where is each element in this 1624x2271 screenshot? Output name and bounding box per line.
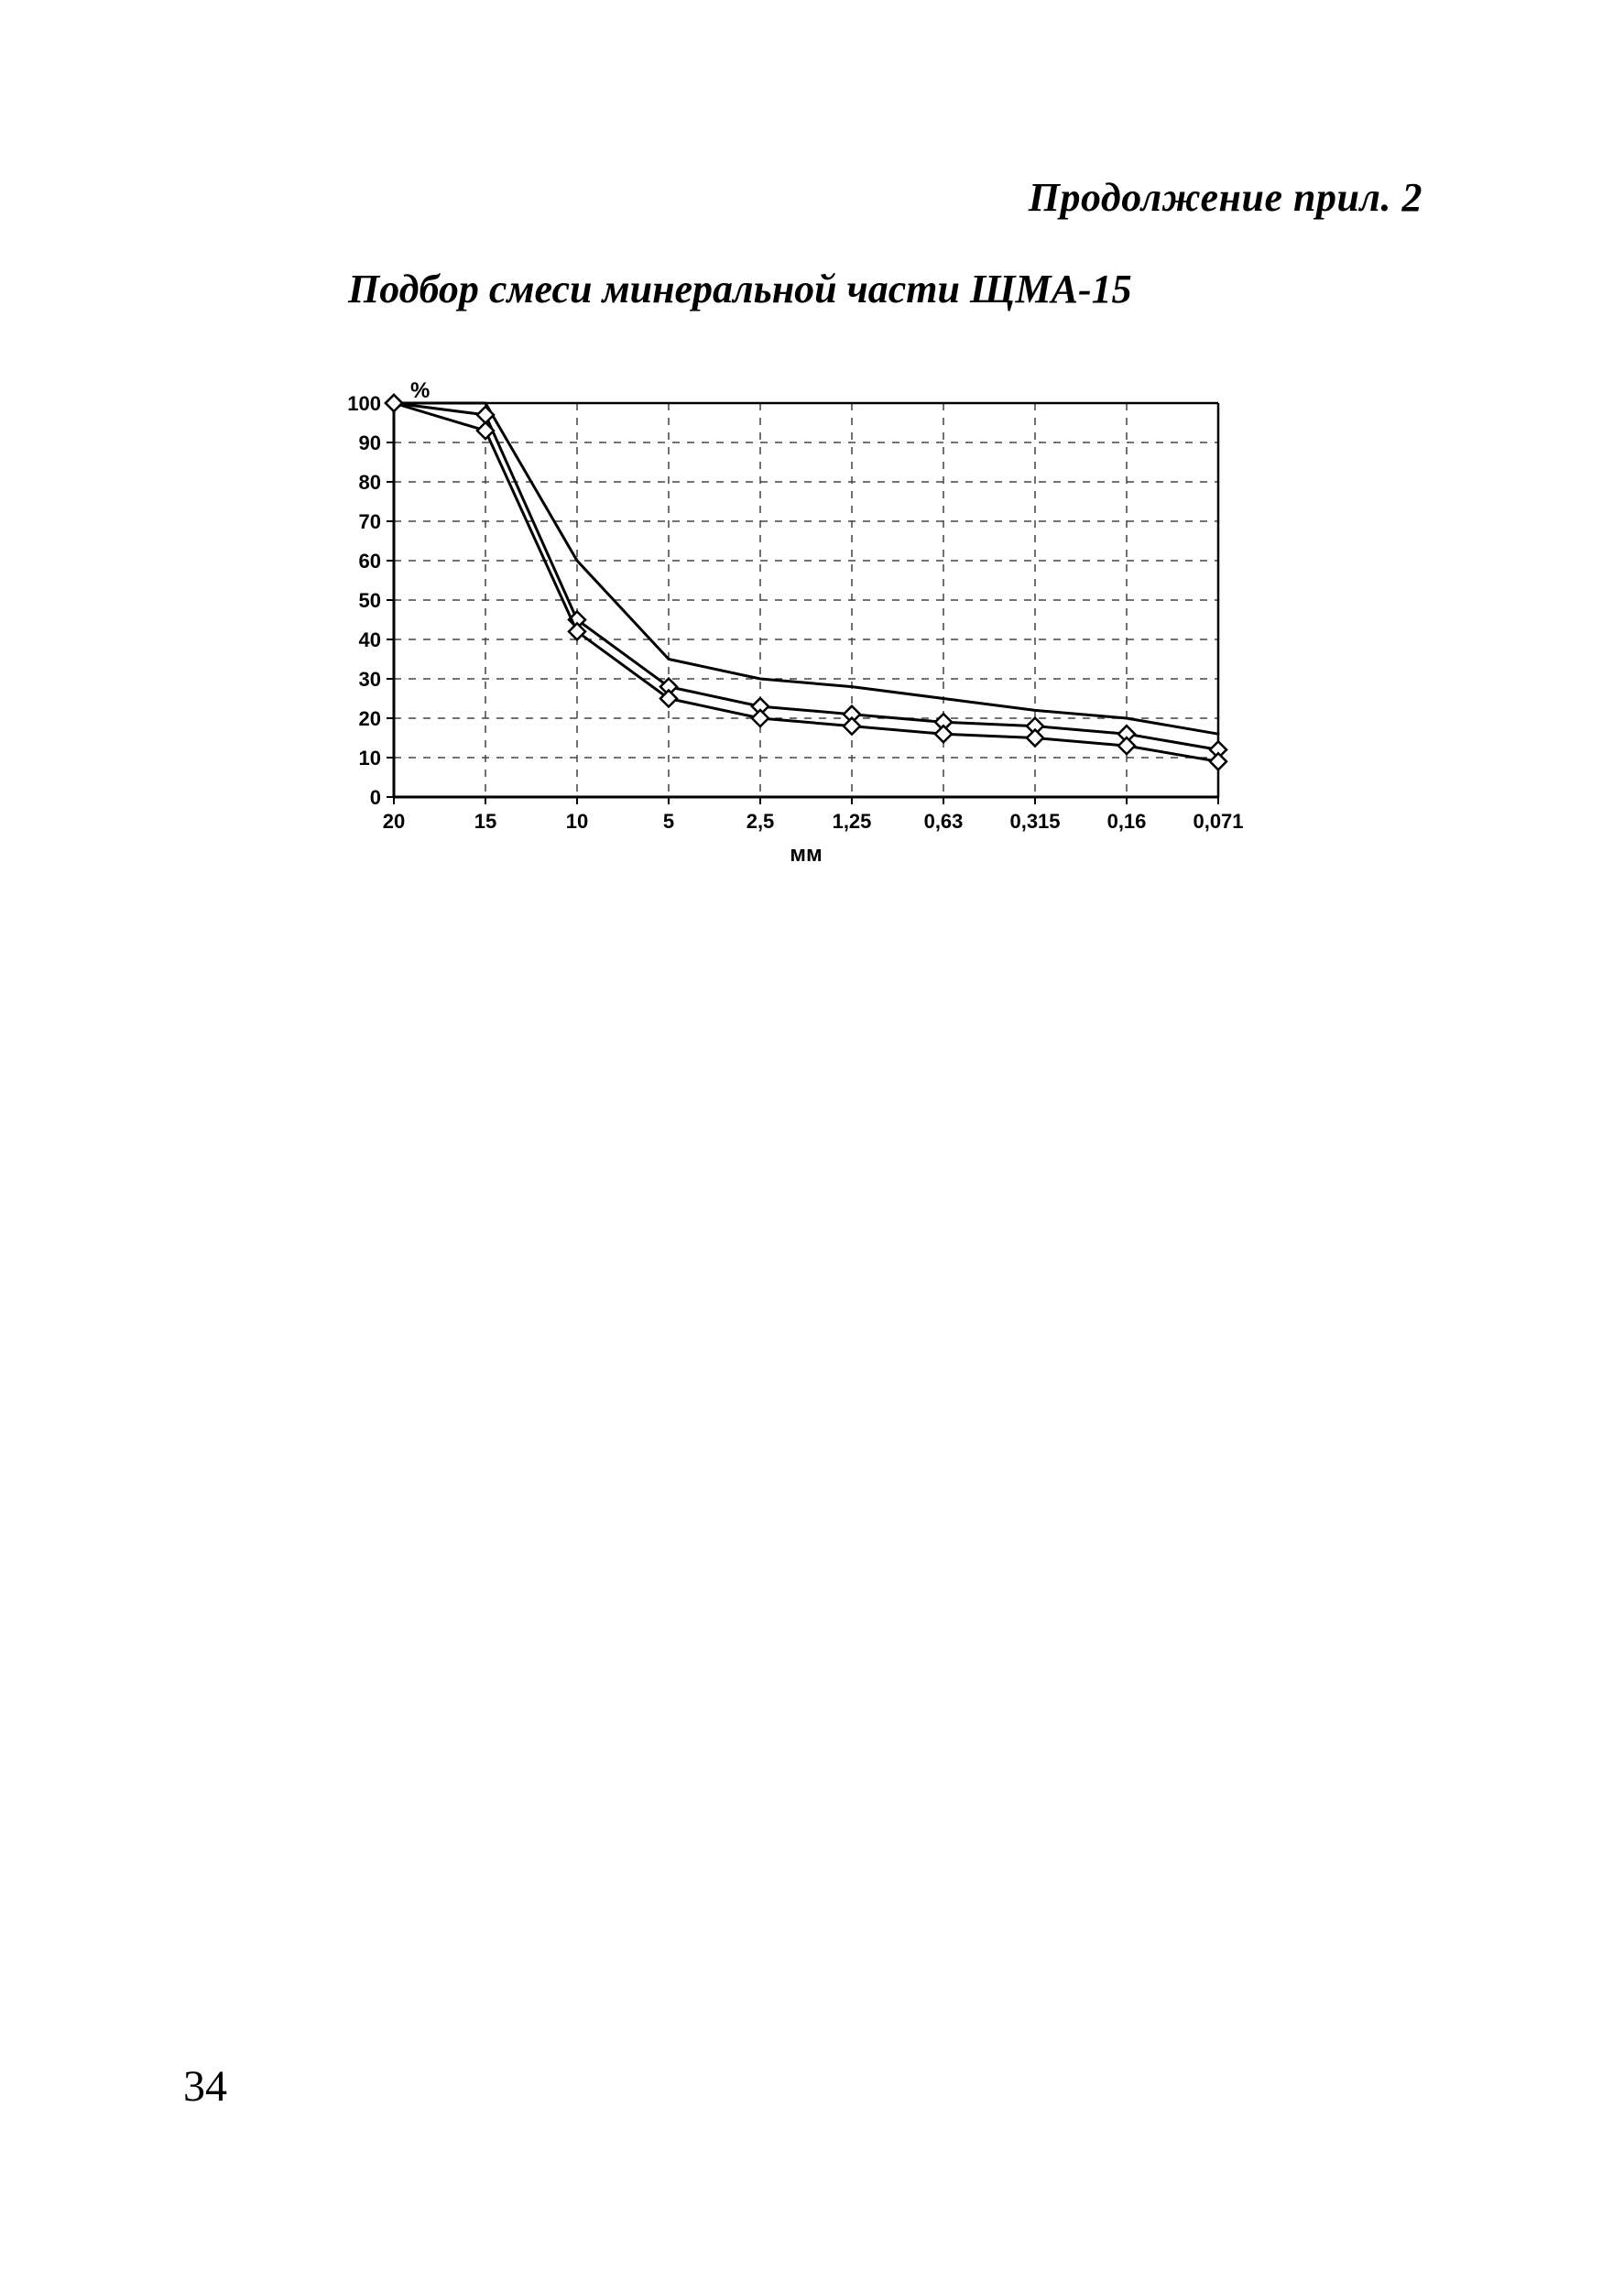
x-tick-label: 0,315 — [1009, 810, 1060, 833]
y-tick-label: 100 — [347, 392, 381, 415]
x-tick-label: 1,25 — [833, 810, 872, 833]
y-tick-label: 70 — [359, 510, 381, 533]
page: Продолжение прил. 2 Подбор смеси минерал… — [0, 0, 1624, 2271]
y-tick-label: 10 — [359, 747, 381, 770]
y-tick-label: 50 — [359, 589, 381, 612]
y-tick-label: 80 — [359, 471, 381, 494]
y-tick-label: 90 — [359, 431, 381, 454]
x-tick-label: 2,5 — [747, 810, 775, 833]
x-tick-label: 5 — [663, 810, 674, 833]
x-tick-label: 20 — [383, 810, 405, 833]
y-tick-label: 40 — [359, 628, 381, 651]
x-tick-label: 15 — [474, 810, 496, 833]
x-tick-label: 0,63 — [924, 810, 964, 833]
header-continuation: Продолжение прил. 2 — [1029, 174, 1422, 221]
sieve-chart: 0 10 20 30 40 50 60 70 80 90 100 20 15 10 5 2,5 1,25 0,63… — [284, 366, 1292, 939]
y-tick-label: 0 — [370, 786, 381, 809]
chart-title: Подбор смеси минеральной части ЩМА-15 — [348, 266, 1132, 312]
sieve-chart-svg: 0 10 20 30 40 50 60 70 80 90 100 20 15 10 5 2,5 1,25 0,63… — [284, 366, 1292, 934]
x-axis-label: мм — [790, 842, 823, 867]
y-tick-label: 60 — [359, 550, 381, 573]
y-tick-label: 20 — [359, 707, 381, 730]
page-number: 34 — [183, 2061, 227, 2112]
x-tick-label: 0,071 — [1193, 810, 1243, 833]
x-tick-label: 10 — [566, 810, 588, 833]
x-tick-label: 0,16 — [1107, 810, 1147, 833]
y-tick-label: 30 — [359, 668, 381, 691]
y-axis-label: % — [410, 378, 430, 403]
